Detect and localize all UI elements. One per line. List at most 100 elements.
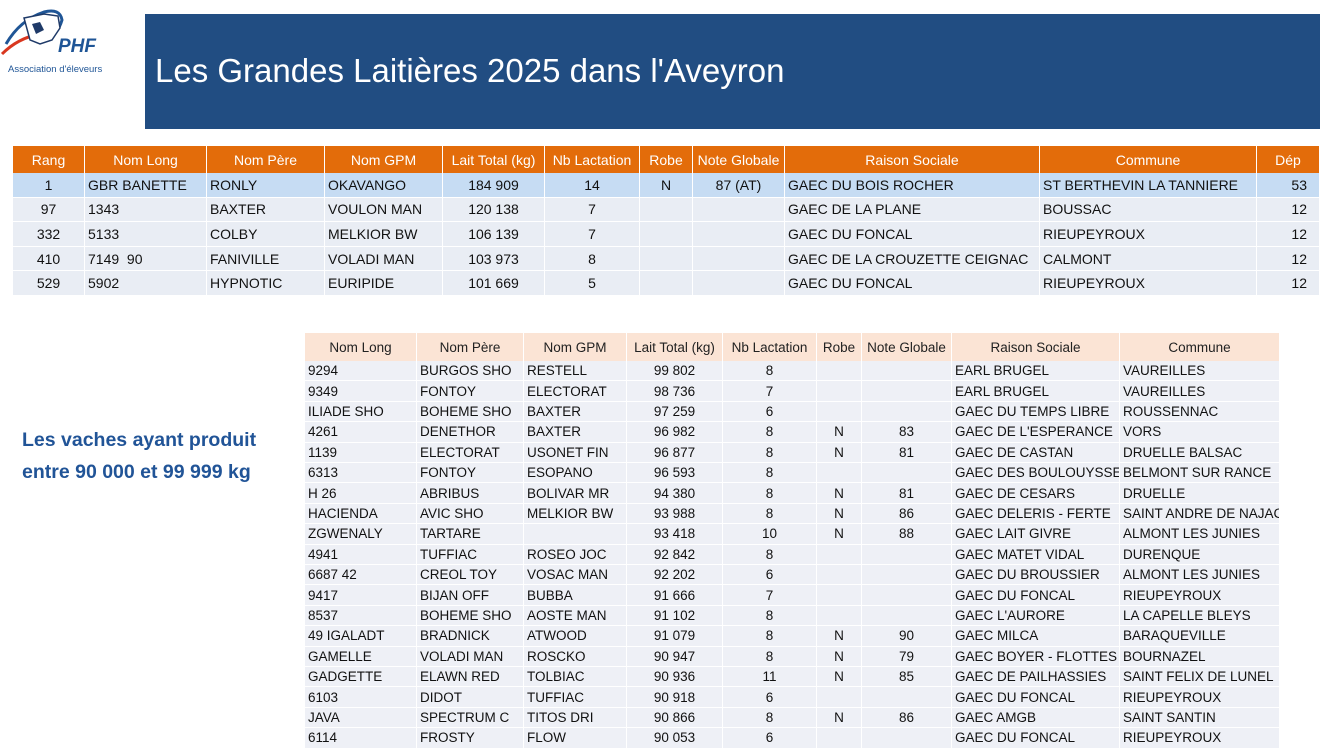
table-cell: 8 xyxy=(723,361,817,382)
table-cell: FLOW xyxy=(524,728,627,749)
table-cell xyxy=(640,197,693,223)
table-cell: 7149 90 xyxy=(85,246,207,272)
side-note: Les vaches ayant produit entre 90 000 et… xyxy=(22,424,256,488)
column-header: Nom GPM xyxy=(325,146,443,173)
table-cell: COLBY xyxy=(207,222,325,247)
table-cell: 88 xyxy=(862,524,952,545)
table-cell: SAINT ANDRE DE NAJAC xyxy=(1120,503,1280,525)
table-cell: EARL BRUGEL xyxy=(952,381,1120,402)
table-cell: 5 xyxy=(545,271,640,296)
table-cell: RIEUPEYROUX xyxy=(1120,687,1280,708)
column-header: Commune xyxy=(1120,333,1280,361)
column-header: Lait Total (kg) xyxy=(443,146,545,173)
table-cell: MELKIOR BW xyxy=(325,222,443,247)
table-cell: 8537 xyxy=(305,605,417,627)
table-cell: DIDOT xyxy=(417,687,524,708)
table-cell: TUFFIAC xyxy=(417,544,524,565)
table-cell: 96 593 xyxy=(627,463,723,484)
table-cell xyxy=(862,361,952,382)
table-cell: 6 xyxy=(723,401,817,423)
table-cell: RIEUPEYROUX xyxy=(1040,222,1257,247)
table-cell: BARAQUEVILLE xyxy=(1120,626,1280,647)
table-cell: 6687 42 xyxy=(305,565,417,586)
table-cell: GAEC DE LA CROUZETTE CEIGNAC xyxy=(785,246,1040,272)
table-cell: GAEC DU TEMPS LIBRE xyxy=(952,401,1120,423)
table-cell: FANIVILLE xyxy=(207,246,325,272)
table-cell: BIJAN OFF xyxy=(417,585,524,606)
table-cell xyxy=(693,271,785,296)
table-cell: GAEC LAIT GIVRE xyxy=(952,524,1120,545)
table-cell: RIEUPEYROUX xyxy=(1040,271,1257,296)
table-cell: 8 xyxy=(723,483,817,504)
table-cell: BUBBA xyxy=(524,585,627,606)
table-cell: ABRIBUS xyxy=(417,483,524,504)
table-cell: SAINT FELIX DE LUNEL xyxy=(1120,667,1280,688)
table-cell: 7 xyxy=(723,585,817,606)
column-header: Nom Père xyxy=(417,333,524,361)
table-cell: 94 380 xyxy=(627,483,723,504)
table-cell: 8 xyxy=(723,503,817,525)
logo-subtitle: Association d'éleveurs xyxy=(8,64,102,75)
table-cell: JAVA xyxy=(305,707,417,729)
table-cell: N xyxy=(817,524,862,545)
table-cell: ILIADE SHO xyxy=(305,401,417,423)
table-cell: 14 xyxy=(545,173,640,198)
table-cell: VAUREILLES xyxy=(1120,381,1280,402)
table-cell xyxy=(862,728,952,749)
table-cell: 8 xyxy=(723,544,817,565)
table-cell: BAXTER xyxy=(524,422,627,443)
table-cell: 9294 xyxy=(305,361,417,382)
table-cell: AOSTE MAN xyxy=(524,605,627,627)
table-cell: VOLADI MAN xyxy=(325,246,443,272)
table-cell: GAEC AMGB xyxy=(952,707,1120,729)
table-cell xyxy=(640,246,693,272)
table-cell: GAEC DES BOULOUYSSES xyxy=(952,463,1120,484)
table-cell: GAEC DU FONCAL xyxy=(785,222,1040,247)
table-cell xyxy=(817,585,862,606)
table-cell: ALMONT LES JUNIES xyxy=(1120,565,1280,586)
table-cell: 1 xyxy=(13,173,85,198)
table-cell: 90 053 xyxy=(627,728,723,749)
table-cell: N xyxy=(640,173,693,198)
table-cell: GAEC L'AURORE xyxy=(952,605,1120,627)
table-cell: 93 988 xyxy=(627,503,723,525)
table-cell: GAEC DE L'ESPERANCE xyxy=(952,422,1120,443)
column-header: Raison Sociale xyxy=(785,146,1040,173)
table-cell: N xyxy=(817,422,862,443)
table-cell: 91 079 xyxy=(627,626,723,647)
table-cell: GAMELLE xyxy=(305,646,417,667)
table-cell: 4261 xyxy=(305,422,417,443)
table-cell: 90 947 xyxy=(627,646,723,667)
table-cell: GAEC DU FONCAL xyxy=(952,687,1120,708)
table-cell: LA CAPELLE BLEYS xyxy=(1120,605,1280,627)
table-cell: EURIPIDE xyxy=(325,271,443,296)
table-cell: GAEC DU BROUSSIER xyxy=(952,565,1120,586)
column-header: Note Globale xyxy=(862,333,952,361)
table-cell: ROSEO JOC xyxy=(524,544,627,565)
table-cell xyxy=(817,605,862,627)
table-cell xyxy=(862,605,952,627)
table-cell xyxy=(862,463,952,484)
table-cell: SPECTRUM C xyxy=(417,707,524,729)
table-cell: 97 259 xyxy=(627,401,723,423)
table-cell: SAINT SANTIN xyxy=(1120,707,1280,729)
table-cell: CALMONT xyxy=(1040,246,1257,272)
table-cell: 91 666 xyxy=(627,585,723,606)
table-cell: GAEC MILCA xyxy=(952,626,1120,647)
table-cell: TUFFIAC xyxy=(524,687,627,708)
table-cell: DRUELLE xyxy=(1120,483,1280,504)
table-cell: 53 xyxy=(1257,173,1320,198)
table-cell: N xyxy=(817,646,862,667)
table-cell: 6103 xyxy=(305,687,417,708)
table-cell: VORS xyxy=(1120,422,1280,443)
table-cell: 7 xyxy=(723,381,817,402)
table-cell: 83 xyxy=(862,422,952,443)
table-cell: 8 xyxy=(723,707,817,729)
table-cell: GAEC DU BOIS ROCHER xyxy=(785,173,1040,198)
table-cell: BURGOS SHO xyxy=(417,361,524,382)
column-header: Nom Long xyxy=(85,146,207,173)
table-cell: VOLADI MAN xyxy=(417,646,524,667)
table-cell: GAEC DU FONCAL xyxy=(952,728,1120,749)
table-cell: 12 xyxy=(1257,222,1320,247)
table-cell: 92 842 xyxy=(627,544,723,565)
